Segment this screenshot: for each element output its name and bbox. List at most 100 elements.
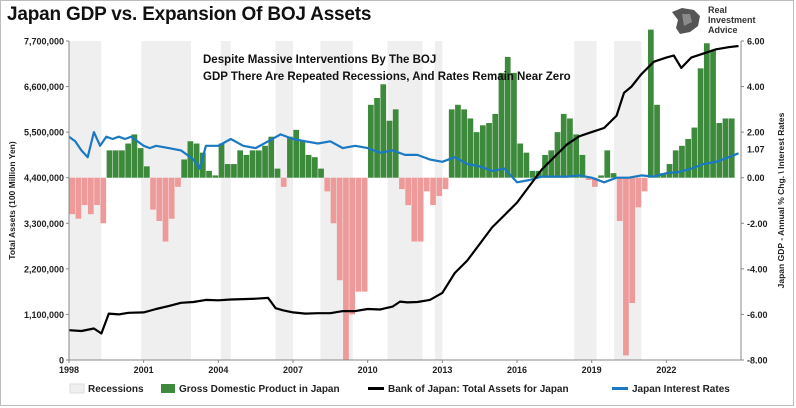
right-tick-label: 4.00 [747, 82, 765, 92]
gdp-bar [262, 145, 268, 178]
left-tick-label: 2,200,000 [24, 264, 64, 274]
gdp-bar [237, 150, 244, 178]
gdp-bar [206, 170, 212, 178]
left-tick-label: 0 [59, 356, 64, 366]
gdp-bar [94, 177, 100, 206]
gdp-bar [486, 123, 492, 178]
left-tick-label: 3,300,000 [24, 219, 64, 229]
gdp-bar [666, 164, 673, 178]
gdp-bar [380, 84, 387, 178]
left-tick-label: 6,600,000 [24, 82, 64, 92]
left-tick-label: 7,700,000 [24, 37, 64, 47]
gdp-bar [703, 43, 710, 178]
gdp-bar [143, 166, 150, 178]
gdp-bar [175, 177, 181, 187]
gdp-bar [343, 177, 349, 360]
gdp-bar [305, 154, 312, 178]
gdp-bar [280, 177, 287, 187]
legend-swatch-0 [69, 383, 85, 394]
gdp-bar [672, 150, 679, 178]
gdp-bar [461, 109, 468, 178]
gdp-bar [430, 177, 436, 206]
gdp-bar [299, 141, 306, 178]
legend-swatch-1 [161, 384, 175, 393]
gdp-bar [119, 150, 125, 178]
gdp-bar [504, 56, 511, 178]
gdp-bar [473, 132, 480, 178]
gdp-bar [162, 177, 169, 242]
bull-logo-icon [672, 8, 700, 34]
gdp-bar [436, 177, 443, 196]
gdp-bar [691, 127, 698, 178]
gdp-bar [722, 118, 729, 178]
gdp-bar [249, 150, 256, 178]
gdp-bar [212, 175, 219, 178]
gdp-bar [405, 177, 412, 206]
logo-text-line1: Real [708, 5, 728, 15]
boj-assets-line [68, 44, 739, 335]
gdp-bar [255, 150, 262, 178]
gdp-bar [386, 120, 393, 178]
gdp-bar [125, 143, 132, 178]
gdp-bar [268, 136, 275, 178]
gdp-bar [81, 177, 88, 206]
legend-label-0: Recessions [88, 384, 144, 395]
legend-label-3: Japan Interest Rates [632, 384, 730, 395]
gdp-bar [523, 152, 530, 178]
gdp-bar [287, 136, 293, 178]
right-tick-label: 2.00 [747, 128, 765, 138]
gdp-bar [224, 164, 231, 178]
gdp-bar [231, 164, 237, 178]
gdp-bar [560, 113, 567, 178]
gdp-bar [293, 129, 300, 178]
legend-label-1: Gross Domestic Product in Japan [179, 384, 340, 395]
gdp-bar [492, 113, 499, 178]
gdp-bar [374, 97, 380, 178]
gdp-bar [585, 177, 592, 180]
left-tick-label: 5,500,000 [24, 128, 64, 138]
gdp-bar [517, 143, 524, 178]
logo-text-line3: Advice [708, 25, 738, 35]
gdp-bar [697, 68, 704, 178]
left-tick-label: 1,100,000 [24, 310, 64, 320]
gdp-bar [660, 173, 667, 178]
gdp-bar [529, 170, 536, 178]
gdp-bar [150, 177, 156, 210]
gdp-bar [355, 177, 362, 292]
gdp-bar [579, 154, 586, 178]
gdp-bar [616, 177, 623, 222]
gdp-bar [629, 177, 636, 304]
gdp-bar [156, 177, 163, 222]
x-tick-label: 2019 [582, 365, 602, 375]
gdp-bar [181, 159, 188, 178]
gdp-bar [106, 150, 113, 178]
gdp-bar [75, 177, 82, 219]
gdp-bar [423, 177, 430, 192]
gdp-bar [87, 177, 94, 215]
x-tick-label: 2007 [283, 365, 303, 375]
gdp-bar [193, 143, 200, 178]
gdp-bar [728, 118, 735, 178]
left-tick-label: 4,400,000 [24, 173, 64, 183]
interest-rate-last-value: 1.07 [747, 144, 765, 154]
x-tick-label: 1998 [59, 365, 79, 375]
gdp-bar [448, 109, 455, 178]
x-tick-label: 2004 [208, 365, 228, 375]
chart-title: Japan GDP vs. Expansion Of BOJ Assets [7, 4, 372, 25]
chart-axes: 0 1,100,000 2,200,000 3,300,000 4,400,000 5,5… [7, 37, 786, 376]
gdp-bar [324, 177, 331, 192]
gdp-bar [679, 145, 685, 178]
gdp-bar [511, 72, 517, 178]
series-lines [68, 44, 739, 335]
x-tick-label: 2013 [432, 365, 452, 375]
right-axis-label: Japan GDP - Annual % Chg. \ Interest Rat… [776, 112, 786, 288]
gdp-bar [336, 177, 343, 281]
chart-legend: Recessions Gross Domestic Product in Japa… [69, 383, 730, 395]
gdp-bar [604, 150, 611, 178]
right-tick-label: 6.00 [747, 37, 765, 47]
gdp-bar [567, 118, 573, 178]
left-axis-label: Total Assets (100 Million Yen) [7, 141, 17, 260]
gdp-bar [411, 177, 418, 242]
gdp-bar [498, 72, 505, 178]
